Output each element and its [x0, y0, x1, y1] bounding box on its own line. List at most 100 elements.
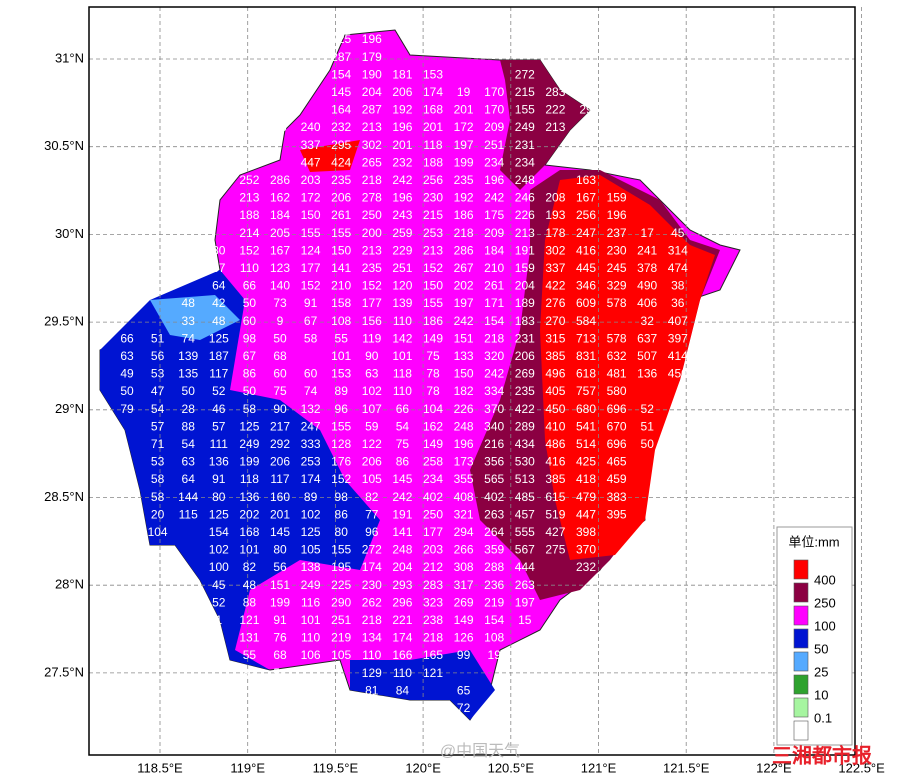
rain-value: 178 — [545, 226, 565, 240]
rain-value: 82 — [365, 490, 379, 504]
rain-value: 479 — [576, 490, 596, 504]
x-tick-label: 121°E — [581, 760, 617, 775]
rain-value: 230 — [607, 243, 627, 257]
rain-value: 385 — [545, 349, 565, 363]
rain-value: 197 — [515, 595, 535, 609]
rain-value: 123 — [270, 261, 290, 275]
rain-value: 302 — [545, 243, 565, 257]
rain-value: 28 — [182, 402, 196, 416]
rain-value: 490 — [637, 279, 657, 293]
rain-value: 172 — [301, 191, 321, 205]
rain-value: 248 — [515, 173, 535, 187]
rain-value: 410 — [545, 419, 565, 433]
rain-value: 117 — [270, 472, 289, 486]
rain-value: 219 — [331, 631, 351, 645]
rain-value: 102 — [209, 543, 229, 557]
rain-value: 126 — [454, 631, 474, 645]
rain-value: 242 — [392, 490, 412, 504]
rain-value: 104 — [423, 402, 443, 416]
rain-value: 450 — [545, 402, 565, 416]
rain-value: 184 — [484, 243, 504, 257]
rain-value: 514 — [576, 437, 596, 451]
rain-value: 79 — [120, 402, 134, 416]
rain-value: 218 — [423, 631, 443, 645]
rain-value: 99 — [457, 648, 471, 662]
rain-value: 125 — [209, 507, 229, 521]
rain-value: 333 — [301, 437, 321, 451]
rain-value: 530 — [515, 455, 535, 469]
rain-value: 110 — [393, 666, 412, 680]
rain-value: 63 — [182, 455, 196, 469]
rain-value: 153 — [331, 367, 351, 381]
rain-value: 179 — [362, 50, 382, 64]
rain-value: 90 — [365, 349, 379, 363]
y-tick-label: 30°N — [55, 226, 84, 241]
rain-value: 57 — [212, 419, 226, 433]
rain-value: 150 — [331, 243, 351, 257]
rain-value: 33 — [182, 314, 196, 328]
rain-value: 110 — [393, 314, 412, 328]
rain-value: 253 — [301, 455, 321, 469]
rain-value: 314 — [668, 243, 688, 257]
rain-value: 202 — [454, 279, 474, 293]
rain-value: 19 — [457, 85, 471, 99]
rain-value: 20 — [151, 507, 165, 521]
rain-value: 567 — [515, 543, 535, 557]
rain-value: 294 — [454, 525, 474, 539]
rain-value: 444 — [515, 560, 535, 574]
rain-value: 91 — [273, 613, 287, 627]
rain-value: 670 — [607, 419, 627, 433]
rain-value: 96 — [335, 402, 349, 416]
rain-value: 193 — [545, 208, 565, 222]
rain-value: 247 — [301, 419, 321, 433]
rain-value: 89 — [304, 490, 318, 504]
rain-value: 267 — [454, 261, 474, 275]
rain-value: 272 — [362, 543, 382, 557]
rain-value: 63 — [120, 349, 134, 363]
rain-value: 81 — [365, 683, 379, 697]
rain-value: 51 — [151, 331, 165, 345]
x-tick-label: 120.5°E — [488, 760, 535, 775]
legend-swatch — [793, 697, 809, 718]
rain-value: 152 — [301, 279, 321, 293]
rain-value: 485 — [515, 490, 535, 504]
rain-value: 276 — [545, 296, 565, 310]
rain-value: 632 — [607, 349, 627, 363]
rain-value: 204 — [392, 560, 412, 574]
rain-value: 140 — [270, 279, 290, 293]
rain-value: 196 — [392, 191, 412, 205]
rain-value: 447 — [576, 507, 596, 521]
rain-value: 84 — [396, 683, 410, 697]
legend-label: 400 — [814, 572, 836, 587]
rain-value: 149 — [423, 331, 443, 345]
rain-value: 118 — [423, 138, 442, 152]
rain-value: 145 — [331, 85, 351, 99]
x-tick-label: 118.5°E — [137, 760, 183, 775]
rain-value: 565 — [484, 472, 504, 486]
rain-value: 86 — [396, 455, 410, 469]
rain-value: 55 — [335, 331, 349, 345]
rain-value: 78 — [426, 367, 440, 381]
rain-value: 241 — [637, 243, 657, 257]
watermark-logo: 三湘都市报 — [772, 743, 872, 767]
rain-value: 256 — [423, 173, 443, 187]
region-red-north — [300, 140, 360, 172]
rain-value: 60 — [304, 367, 318, 381]
rain-value: 159 — [607, 191, 627, 205]
rain-value: 101 — [392, 349, 412, 363]
rain-value: 68 — [273, 349, 287, 363]
y-tick-label: 31°N — [55, 50, 84, 65]
legend-swatch — [793, 720, 809, 741]
rain-value: 86 — [243, 367, 257, 381]
watermark: @中国天气 — [440, 742, 520, 760]
x-tick-label: 122.5°E — [838, 760, 885, 775]
rain-value: 141 — [392, 525, 412, 539]
rain-value: 249 — [301, 578, 321, 592]
rain-value: 189 — [515, 296, 535, 310]
rain-value: 370 — [576, 543, 596, 557]
rain-value: 133 — [454, 349, 474, 363]
rain-value: 163 — [576, 173, 596, 187]
rain-value: 82 — [243, 560, 257, 574]
legend-title: 单位:mm — [788, 534, 839, 549]
rain-value: 216 — [484, 437, 504, 451]
